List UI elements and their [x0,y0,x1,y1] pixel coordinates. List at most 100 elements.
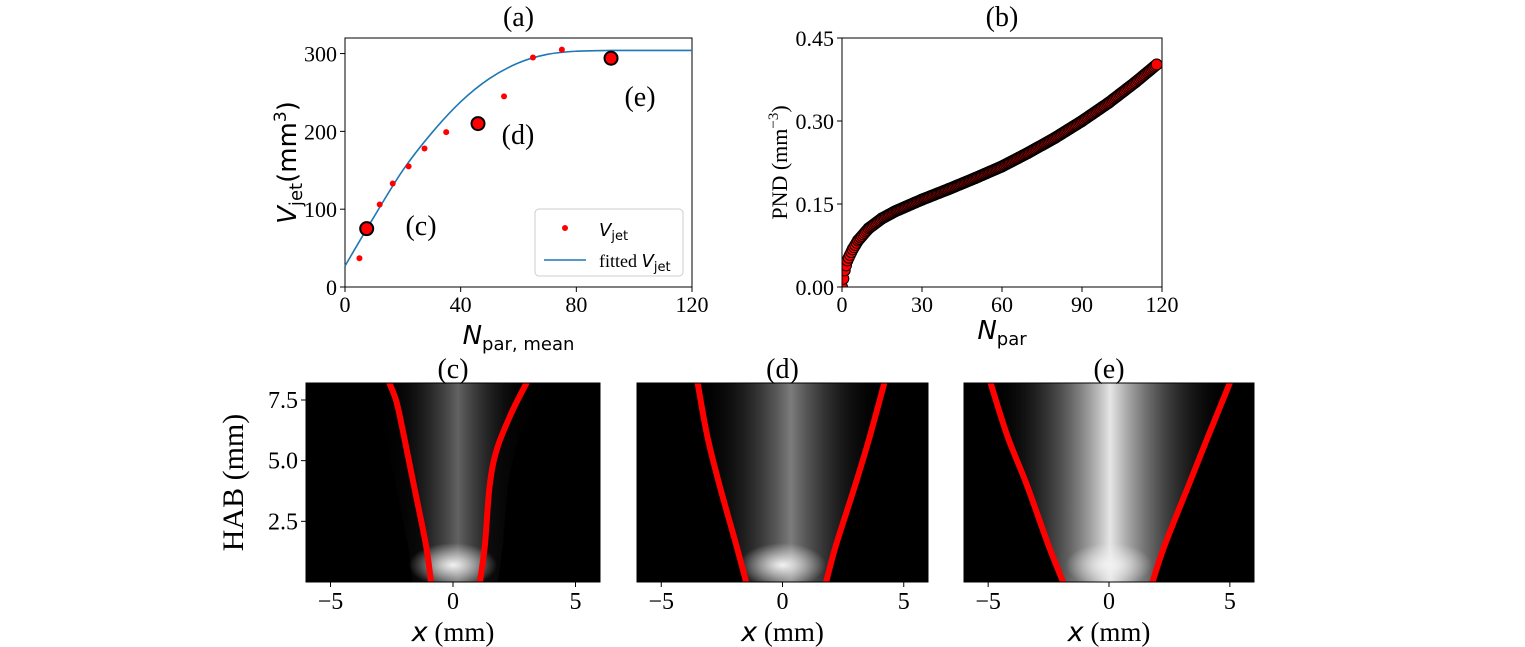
flame-image [637,383,928,582]
highlighted-point [359,221,375,237]
y-tick-label: 100 [304,197,337,222]
x-axis-label-unit: (mm) [757,617,824,647]
panel-label: (c) [437,354,468,385]
x-axis-label-sub: par, mean [482,334,574,355]
data-point [529,54,536,61]
data-point [1150,58,1162,71]
left-boundary-line [386,383,434,582]
legend-label-points-sub: jet [610,229,628,244]
x-axis-label-unit: (mm) [428,617,495,647]
y-tick-label: 2.5 [268,509,298,535]
right-boundary-line [1149,383,1233,582]
flame-image [306,383,600,582]
legend-label-fitted-sub: jet [653,260,671,275]
x-tick-label: 90 [1071,292,1093,317]
y-axis-label-unit-sup: 3 [271,111,291,122]
x-tick-label: 120 [676,292,709,317]
panel-b: (b) 0 30 60 90 120 0.00 0.15 0.30 0.45 Npar PND (mm… [766,2,1179,350]
plot-frame [841,37,1163,288]
data-point [356,255,363,262]
panel-c: (c) −5 0 5 x (mm) 2.5 5.0 7.5 HAB (mm) [217,354,601,647]
x-tick-label: 30 [911,292,933,317]
x-axis-label-unit: (mm) [1084,617,1151,647]
x-tick-label: −5 [318,589,344,615]
panel-label: (e) [1093,354,1124,385]
y-tick-label: 0.45 [796,26,835,51]
x-axis-label-var: x [740,617,758,647]
y-tick-label: 0.15 [796,192,835,217]
left-boundary-line [987,383,1067,582]
y-axis-label-sup: −3 [766,113,782,129]
y-tick-label: 5.0 [268,449,298,475]
x-axis-label: x (mm) [740,617,824,647]
x-tick-label: 0 [447,589,459,615]
plot-frame [344,37,693,288]
x-tick-label: 5 [898,589,910,615]
y-axis-label: Vjet(mm3) [271,101,307,224]
x-tick-label: 40 [450,292,472,317]
legend-label-fitted-main: fitted [599,251,642,271]
x-tick-label: 0 [837,292,848,317]
x-tick-label: 0 [1103,589,1115,615]
y-axis-label-sub: jet [286,183,307,207]
left-boundary-line [694,383,750,582]
data-point [443,129,450,136]
panel-label: (b) [986,2,1019,33]
y-tick-label: 200 [304,119,337,144]
x-axis-label-sub: par [997,329,1027,350]
x-axis-label-main: N [463,321,482,351]
y-axis-label: HAB (mm) [217,414,250,552]
data-point [405,163,412,170]
x-axis-label: Npar [977,316,1027,350]
y-tick-label: 300 [304,42,337,67]
marker-series [842,58,1162,287]
y-tick-label: 0.00 [796,275,835,300]
x-tick-label: 80 [565,292,587,317]
y-axis-label-unit-close: ) [273,101,303,111]
x-tick-label: 5 [1224,589,1236,615]
flame-image [964,383,1254,582]
x-axis-label-main: N [977,316,996,346]
data-point [376,201,383,208]
data-point [558,46,565,53]
y-tick-label: 7.5 [268,388,298,414]
x-tick-label: −5 [975,589,1001,615]
legend-label-points: Vjet [599,220,628,244]
x-tick-label: 120 [1146,292,1179,317]
panel-label: (d) [766,354,799,385]
right-boundary-line [823,383,888,582]
x-tick-label: −5 [648,589,674,615]
x-axis-label: x (mm) [411,617,495,647]
x-axis-label: x (mm) [1067,617,1151,647]
x-tick-label: 60 [991,292,1013,317]
highlighted-point [470,116,486,132]
x-axis-label-var: x [1067,617,1085,647]
legend-label-fitted-var: V [642,251,656,272]
x-tick-label: 0 [340,292,351,317]
highlight-annotation: (e) [624,82,655,113]
y-axis-label-unit: (mm [273,122,303,183]
data-point [421,145,428,152]
legend-marker-points [562,225,568,231]
data-point [389,180,396,187]
y-tick-label: 0 [326,275,337,300]
fitted-curve-line [344,49,692,267]
y-axis-label-close: ) [767,105,792,112]
right-boundary-line [476,383,530,582]
y-axis-label-main: PND (mm [767,129,792,220]
x-axis-label-var: x [411,617,429,647]
panel-e: (e) −5 0 5 x (mm) [963,354,1255,647]
legend-label-fitted: fitted Vjet [599,251,671,275]
y-axis-label: PND (mm−3) [766,105,792,219]
x-tick-label: 5 [570,589,582,615]
y-axis-label-main: V [273,204,303,224]
panel-label: (a) [503,2,534,33]
highlight-annotation: (d) [502,120,535,151]
flame-cone [990,383,1230,582]
x-tick-label: 0 [777,589,789,615]
flame-base-glow [1065,543,1153,582]
